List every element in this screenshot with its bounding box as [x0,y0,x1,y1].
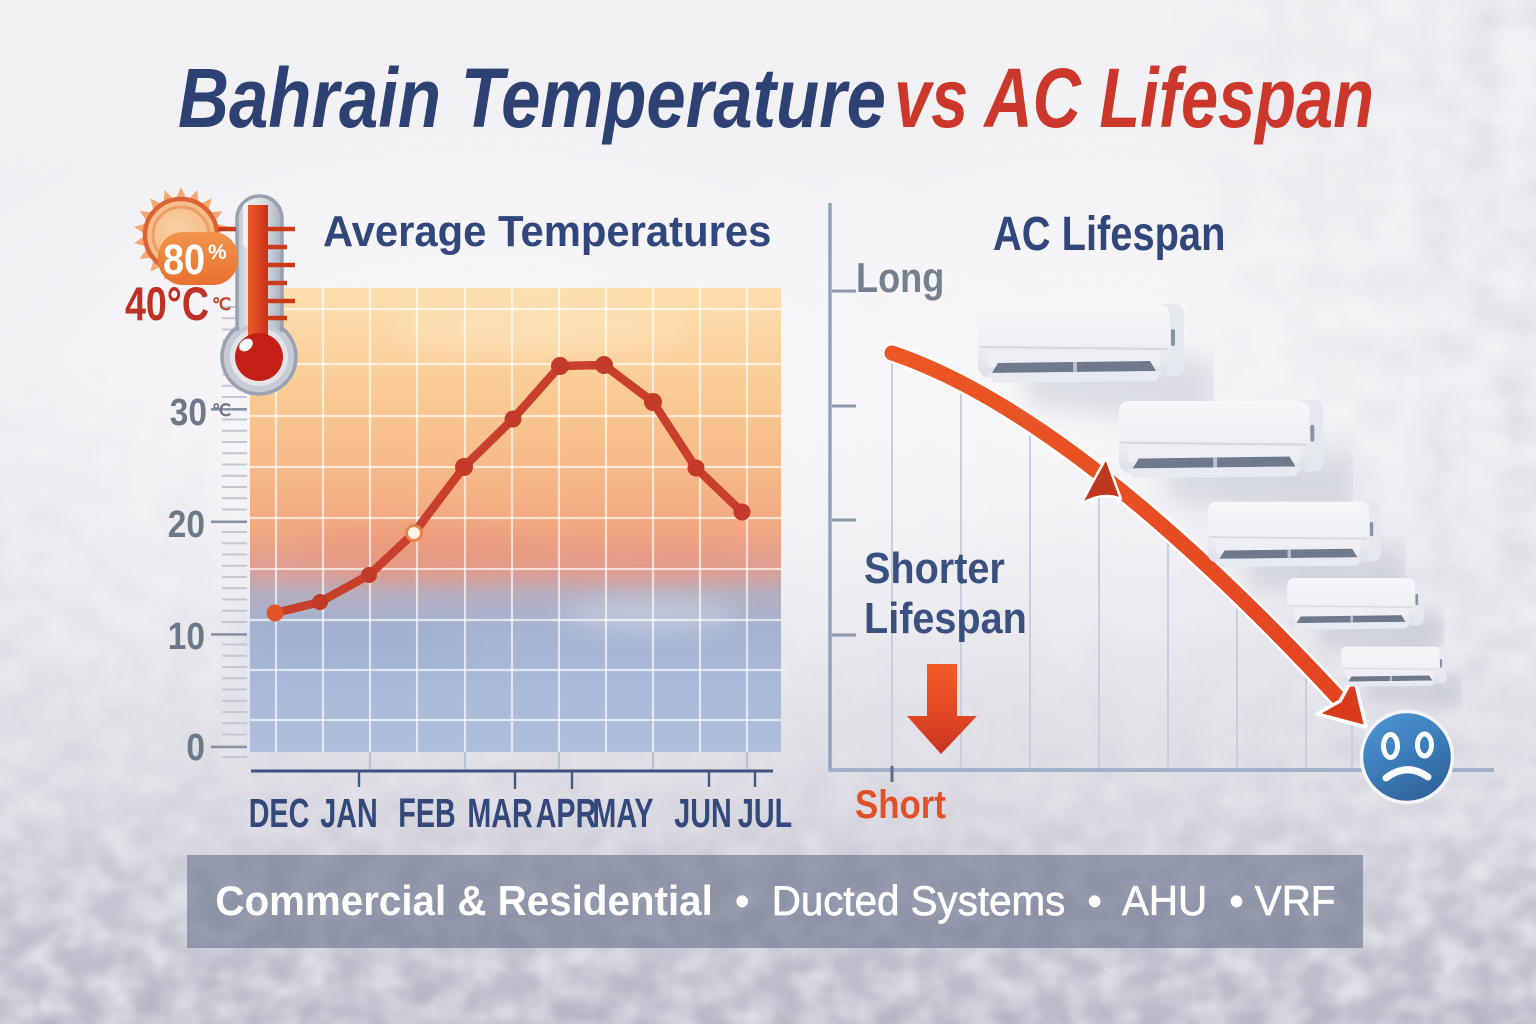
svg-text:℃: ℃ [212,295,231,314]
svg-text:%: % [208,241,227,264]
svg-text:80: 80 [163,235,205,284]
svg-text:40°C: 40°C [125,278,209,331]
